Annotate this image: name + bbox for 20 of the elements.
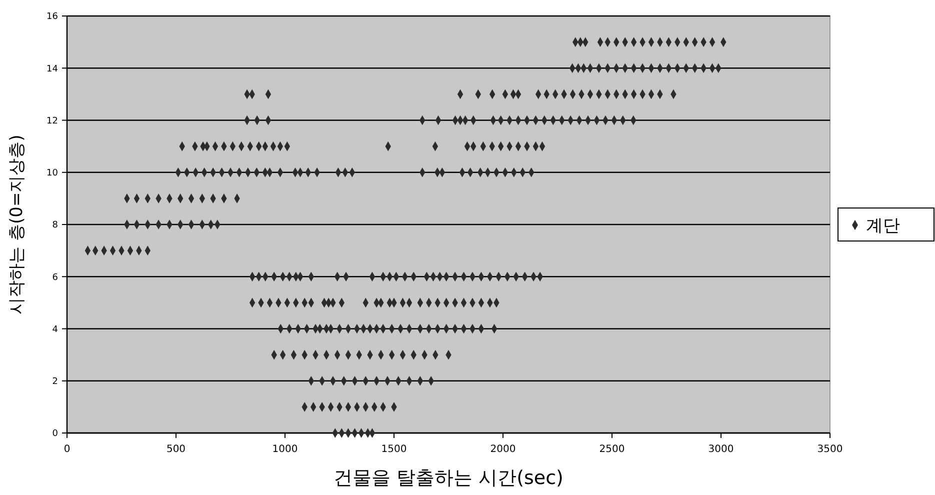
x-tick-label: 3500 bbox=[817, 444, 843, 455]
x-tick-label: 0 bbox=[64, 444, 70, 455]
y-tick-label: 8 bbox=[52, 220, 58, 231]
y-tick-label: 6 bbox=[52, 272, 58, 283]
x-tick-label: 1500 bbox=[381, 444, 407, 455]
x-tick-label: 500 bbox=[166, 444, 186, 455]
y-tick-label: 10 bbox=[46, 168, 58, 179]
y-tick-label: 4 bbox=[52, 324, 58, 335]
y-tick-label: 0 bbox=[52, 429, 58, 440]
y-tick-label: 12 bbox=[46, 116, 58, 126]
y-axis-title: 시작하는 층(0=지상층) bbox=[7, 134, 27, 314]
x-tick-label: 2000 bbox=[490, 444, 516, 455]
x-axis-title: 건물을 탈출하는 시간(sec) bbox=[334, 467, 564, 489]
y-tick-label: 2 bbox=[52, 377, 58, 388]
legend-label: 계단 bbox=[866, 216, 900, 236]
x-tick-label: 2500 bbox=[599, 444, 625, 455]
x-tick-label: 1000 bbox=[272, 444, 298, 455]
y-tick-label: 14 bbox=[46, 64, 58, 74]
y-tick-label: 16 bbox=[46, 12, 58, 22]
x-tick-label: 3000 bbox=[708, 444, 734, 455]
